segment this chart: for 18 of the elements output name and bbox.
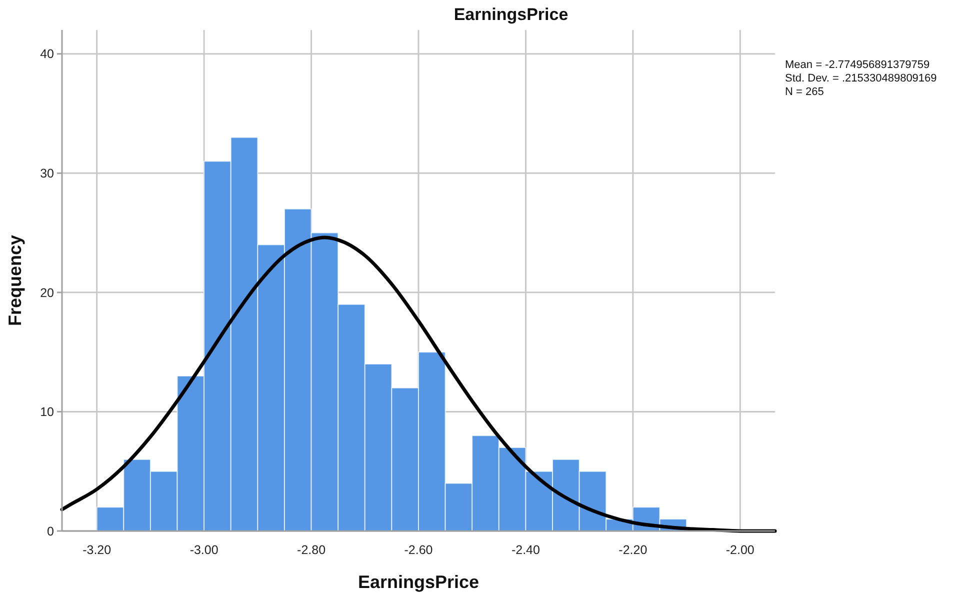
x-tick-label: -3.20 xyxy=(82,543,112,557)
x-tick-label: -2.60 xyxy=(404,543,433,557)
text: Std. Dev. = .215330489809169 xyxy=(785,72,937,84)
chart-title: EarningsPrice xyxy=(454,5,568,24)
y-tick-label: 40 xyxy=(40,47,54,62)
x-tick-label: -2.20 xyxy=(618,543,648,557)
y-axis-title: Frequency xyxy=(5,234,25,326)
text: Mean = -2.774956891379759 xyxy=(785,59,930,71)
x-tick-label: -3.00 xyxy=(190,543,218,557)
y-tick-label: 0 xyxy=(47,524,54,538)
x-axis-title: EarningsPrice xyxy=(358,572,480,592)
x-tick-label: -2.00 xyxy=(726,543,754,557)
y-tick-label: 30 xyxy=(40,166,54,181)
x-tick-label: -2.80 xyxy=(297,543,326,557)
y-tick-label: 20 xyxy=(40,286,54,300)
x-tick-label: -2.40 xyxy=(511,543,540,557)
y-tick-label: 10 xyxy=(40,405,54,420)
text: N = 265 xyxy=(785,86,824,98)
